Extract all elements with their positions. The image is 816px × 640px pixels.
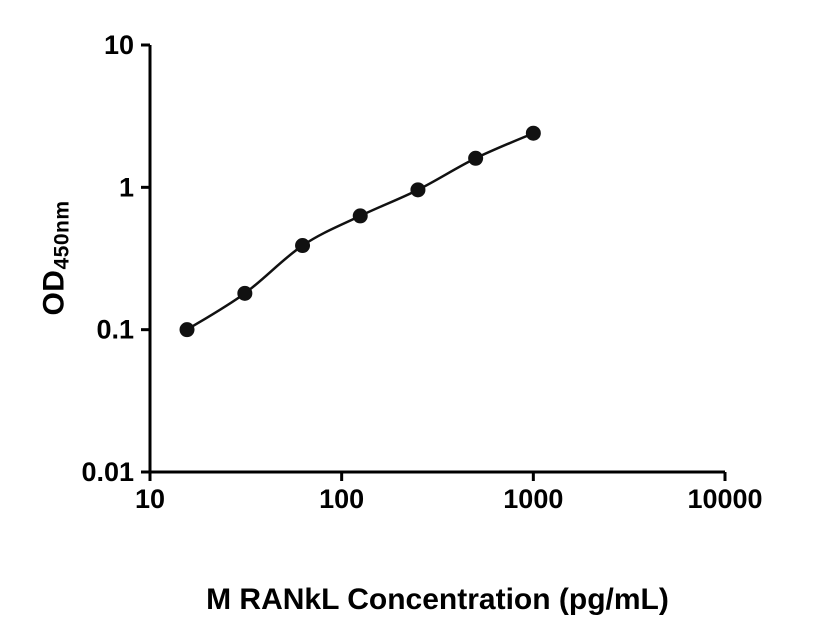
- y-tick-label: 10: [104, 30, 134, 60]
- y-tick-label: 1: [119, 172, 134, 202]
- y-axis-title-subscript: 450nm: [50, 200, 74, 270]
- y-axis-title: OD450nm: [37, 200, 74, 315]
- y-tick-label: 0.1: [96, 315, 134, 345]
- data-point: [525, 125, 541, 141]
- x-tick-label: 100: [319, 484, 364, 514]
- data-point: [295, 238, 311, 254]
- x-tick-label: 1000: [503, 484, 563, 514]
- data-point: [237, 285, 253, 301]
- data-point: [352, 208, 368, 224]
- x-axis-title: M RANkL Concentration (pg/mL): [206, 583, 669, 616]
- x-tick-label: 10: [135, 484, 165, 514]
- y-tick-label: 0.01: [81, 457, 134, 487]
- data-point: [410, 182, 426, 198]
- data-point: [179, 322, 195, 338]
- data-point: [468, 150, 484, 166]
- y-axis-title-main: OD: [37, 269, 71, 316]
- x-tick-label: 10000: [687, 484, 762, 514]
